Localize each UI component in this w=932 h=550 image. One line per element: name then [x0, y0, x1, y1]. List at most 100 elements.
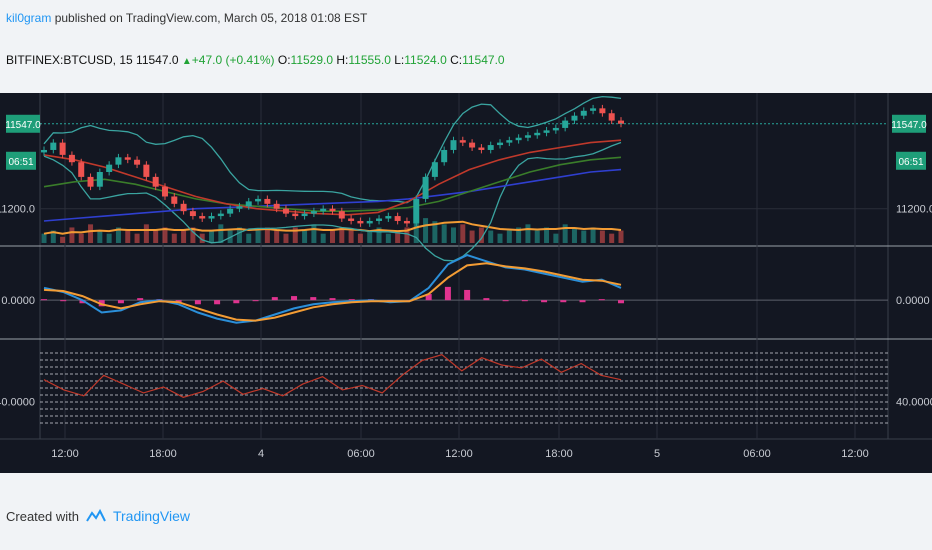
candle-body — [431, 162, 438, 177]
open-label: O: — [277, 53, 291, 67]
open-value: 11529.0 — [290, 53, 334, 67]
candle-body — [590, 108, 597, 111]
volume-bar — [581, 230, 587, 243]
candle-body — [59, 142, 66, 155]
volume-bar — [69, 227, 75, 243]
candle-body — [87, 176, 94, 187]
macd-histogram-bar — [348, 299, 355, 301]
candle-body — [524, 135, 531, 138]
candle-body — [282, 208, 289, 214]
candle-body — [217, 213, 224, 217]
candle-body — [245, 201, 252, 207]
rsi-tick-label-right: 40.0000 — [896, 397, 932, 409]
volume-bar — [320, 233, 326, 243]
candle-body — [255, 198, 262, 202]
volume-bar — [274, 230, 280, 243]
tradingview-brand[interactable]: TradingView — [112, 508, 191, 524]
volume-bar — [134, 233, 140, 243]
close-value: 11547.0 — [462, 53, 505, 67]
volume-bar — [143, 224, 149, 243]
macd-histogram-bar — [464, 289, 471, 301]
countdown-badge-right-text: 06:51 — [898, 157, 923, 168]
published-text: published on TradingView.com, March 05, … — [54, 11, 368, 25]
volume-bar — [367, 230, 373, 243]
candle-body — [459, 140, 466, 143]
volume-bar — [153, 230, 159, 243]
macd-histogram-bar — [291, 296, 298, 301]
x-tick-label: 12:00 — [841, 448, 869, 460]
volume-bar — [488, 230, 494, 243]
price-badge-left — [6, 114, 40, 133]
volume-bar — [106, 233, 112, 243]
volume-bar — [469, 230, 475, 243]
symbol: BITFINEX:BTCUSD, 15 — [6, 53, 133, 67]
volume-bar — [413, 215, 419, 243]
candle-body — [115, 157, 122, 165]
candle-body — [618, 120, 624, 124]
x-tick-label: 5 — [654, 448, 660, 460]
macd-histogram-bar — [618, 300, 624, 304]
candle-body — [171, 196, 178, 204]
volume-bar — [376, 227, 382, 243]
volume-bar — [562, 224, 568, 243]
macd-histogram-bar — [579, 300, 586, 303]
candle-body — [357, 220, 364, 224]
macd-histogram-bar — [425, 294, 432, 301]
macd-histogram-bar — [444, 286, 451, 301]
volume-bar — [571, 227, 577, 243]
volume-bar — [246, 233, 252, 243]
macd-histogram-bar — [541, 300, 548, 303]
macd-histogram-bar — [175, 300, 182, 303]
candle-body — [292, 213, 299, 217]
volume-bar — [88, 224, 94, 243]
bollinger-lower-band — [43, 141, 622, 262]
price-badge-right — [892, 114, 926, 133]
candle-body — [227, 208, 234, 214]
price-badge-left-text: 11547.0 — [5, 120, 41, 131]
countdown-badge-right — [896, 151, 926, 170]
chart-canvas[interactable]: 12:00 18:00 4 06:00 12:00 18:00 5 06:00 12:00 112… — [0, 93, 932, 473]
volume-bar — [348, 230, 354, 243]
volume-ma-line — [43, 220, 622, 235]
up-triangle-icon: ▲ — [181, 56, 192, 67]
candle-body — [264, 198, 271, 204]
chart-area[interactable]: 12:00 18:00 4 06:00 12:00 18:00 5 06:00 12:00 112… — [0, 93, 932, 473]
candle-body — [161, 186, 168, 197]
change: +47.0 (+0.41%) — [191, 53, 275, 67]
price-badge-right-text: 11547.0 — [891, 120, 927, 131]
volume-bar — [497, 233, 503, 243]
macd-histogram-bar — [483, 298, 490, 301]
candle-body — [236, 206, 243, 209]
candle-body — [348, 218, 355, 221]
candle-body — [273, 203, 280, 209]
candle-body — [134, 159, 141, 165]
x-tick-label: 12:00 — [51, 448, 79, 460]
volume-bar — [339, 227, 345, 243]
candle-body — [497, 142, 504, 146]
volume-bar — [311, 224, 317, 243]
candle-body — [478, 147, 485, 150]
volume-bar — [97, 230, 103, 243]
low-value: 11524.0 — [404, 53, 447, 67]
candle-body — [441, 149, 448, 163]
macd-histogram-bar — [252, 300, 259, 302]
candle-body — [310, 211, 317, 214]
macd-histogram-bar — [310, 297, 317, 301]
volume-bar — [171, 233, 177, 243]
high-value: 11555.0 — [348, 53, 391, 67]
macd-series-line — [43, 254, 622, 324]
macd-tick-label: 0.0000 — [1, 295, 35, 307]
candle-body — [413, 198, 420, 224]
candle-body — [301, 213, 308, 217]
candle-body — [450, 140, 457, 150]
author-link[interactable]: kil0gram — [6, 11, 52, 25]
volume-bar — [423, 218, 429, 243]
volume-bar — [357, 233, 363, 243]
candle-body — [515, 137, 522, 141]
candle-body — [180, 203, 187, 212]
volume-bar — [534, 230, 540, 243]
macd-histogram-bar — [214, 300, 221, 305]
candle-body — [403, 220, 410, 224]
x-tick-label: 06:00 — [743, 448, 771, 460]
macd-histogram-bar — [329, 298, 336, 301]
